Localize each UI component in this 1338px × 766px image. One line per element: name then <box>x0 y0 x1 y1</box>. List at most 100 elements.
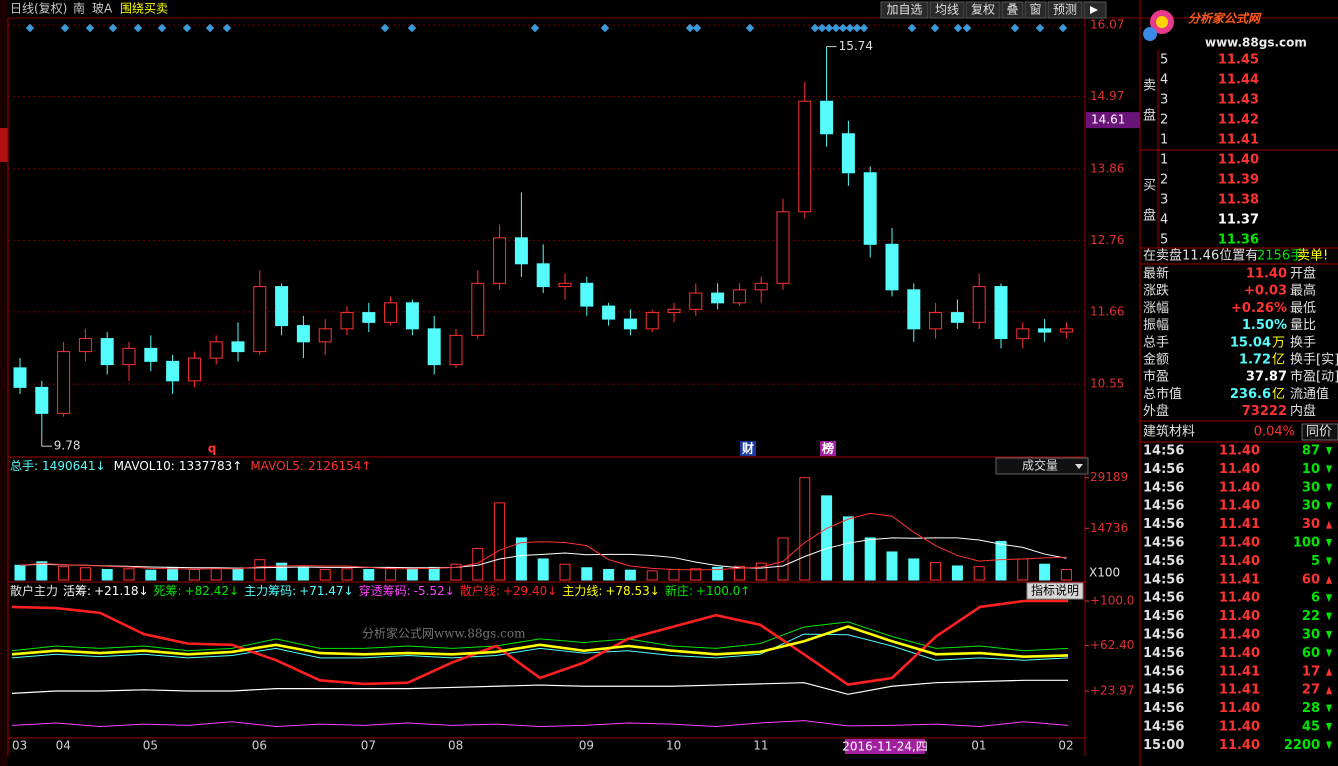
candle-body <box>493 237 507 284</box>
side-tab-active[interactable] <box>0 128 8 162</box>
volume-bar <box>319 568 331 581</box>
legend-name: MAVOL5: <box>250 459 304 473</box>
event-marker[interactable]: 榜 <box>822 441 834 456</box>
event-marker-bg[interactable] <box>740 441 756 456</box>
volume-bar <box>406 567 418 581</box>
trade-price: 11.41 <box>1219 683 1260 698</box>
book-level: 4 <box>1160 213 1168 228</box>
event-marker[interactable]: 财 <box>741 441 754 456</box>
book-price: 11.45 <box>1218 53 1259 68</box>
trade-price: 11.40 <box>1219 444 1260 459</box>
candle-body <box>231 341 245 353</box>
volume-bar <box>559 563 571 581</box>
candle-body <box>275 286 289 327</box>
candle-body <box>122 347 136 366</box>
toolbar-button[interactable] <box>965 1 1001 19</box>
legend-arrow: ↓ <box>445 584 455 598</box>
legend-arrow: ↓ <box>96 459 106 473</box>
play-icon <box>1090 6 1098 14</box>
market: 南 <box>73 1 85 16</box>
event-marker[interactable]: q <box>208 442 217 456</box>
candle-body <box>711 292 725 304</box>
toolbar-button[interactable] <box>880 1 929 19</box>
legend-name: 活筹: <box>63 584 91 598</box>
indicator-line <box>11 625 1069 658</box>
sector-tab-label[interactable]: 同价 <box>1306 425 1332 440</box>
volume-bar <box>297 567 309 581</box>
side-tabs[interactable] <box>0 0 8 766</box>
toolbar-button[interactable] <box>1047 1 1083 19</box>
dropdown-arrow[interactable] <box>1075 464 1083 469</box>
legend-name: 主力线: <box>562 584 602 598</box>
candle-body <box>253 286 267 353</box>
quote-value: 236.6 <box>1230 387 1271 402</box>
toolbar-button-label[interactable]: 均线 <box>935 3 959 17</box>
volume-bar <box>515 537 527 581</box>
cursor-date-box <box>845 739 925 754</box>
toolbar-button-label[interactable]: 预测 <box>1053 3 1077 17</box>
toolbar-button[interactable] <box>1024 1 1047 19</box>
toolbar-button-label[interactable]: 加自选 <box>886 3 922 17</box>
sector-name[interactable]: 建筑材料 <box>1143 424 1195 440</box>
sector-tab[interactable] <box>1301 423 1338 441</box>
quote-label: 金额 <box>1143 352 1169 368</box>
toolbar-button-label[interactable]: 叠 <box>1006 3 1018 17</box>
legend-value: +78.53 <box>605 584 649 598</box>
indicator-help-button[interactable] <box>1026 582 1084 600</box>
right-panel: 5 11.45 4 11.44 3 11.43 2 11.42 1 11.41 1 11.40 2 11.… <box>1140 50 1338 753</box>
period[interactable]: 日线(复权) <box>10 2 67 16</box>
trade-time: 14:56 <box>1143 646 1184 661</box>
candle-body <box>318 328 332 343</box>
toolbar-button[interactable] <box>929 1 965 19</box>
candle-body <box>602 305 616 320</box>
candle-body <box>667 308 681 314</box>
volume-bar <box>101 568 113 581</box>
candle-body <box>536 263 550 288</box>
toolbar-button-label[interactable]: 窗 <box>1029 3 1041 17</box>
y-tick-label: +23.97 <box>1090 684 1134 698</box>
trade-price: 11.40 <box>1219 701 1260 716</box>
trade-time: 14:56 <box>1143 462 1184 477</box>
sector-change: 0.04% <box>1254 425 1295 440</box>
quote-unit: 亿 <box>1272 353 1285 368</box>
book-side-label: 买 <box>1143 179 1156 194</box>
volume-bar <box>232 568 244 581</box>
quote-label: 市盈 <box>1143 369 1169 385</box>
legend-arrow: ↓ <box>138 584 148 598</box>
indicator-line <box>11 679 1068 695</box>
volume-bar <box>886 551 898 581</box>
candle-body <box>580 282 594 307</box>
book-level: 5 <box>1160 53 1168 68</box>
legend-arrow: ↓ <box>547 584 557 598</box>
trade-price: 11.40 <box>1219 720 1260 735</box>
book-price: 11.37 <box>1218 213 1259 228</box>
trade-time: 14:56 <box>1143 572 1184 587</box>
indicator-help-label[interactable]: 指标说明 <box>1031 583 1079 598</box>
trade-price: 11.40 <box>1219 499 1260 514</box>
trade-volume: 17 <box>1302 664 1320 679</box>
volume-bar <box>581 567 593 581</box>
indicator-selector[interactable] <box>995 457 1089 475</box>
quote-value: 15.04 <box>1230 335 1271 350</box>
formula-name: 围绕买卖 <box>120 2 168 16</box>
quote-label: 最新 <box>1143 266 1169 282</box>
event-marker-bg[interactable] <box>820 441 836 456</box>
legend-value: -5.52 <box>414 584 445 598</box>
quote-label: 外盘 <box>1143 403 1169 419</box>
toolbar-button[interactable] <box>1001 1 1024 19</box>
candle-body <box>689 292 703 310</box>
alert-text: 在卖盘11.46位置有 <box>1143 248 1258 264</box>
candle-body <box>732 289 746 304</box>
candle-body <box>820 100 834 135</box>
candle-body <box>776 211 790 284</box>
book-price: 11.36 <box>1218 233 1259 248</box>
indicator-selector-label[interactable]: 成交量 <box>1022 458 1058 473</box>
trade-volume: 22 <box>1302 609 1320 624</box>
book-level: 2 <box>1160 173 1168 188</box>
trade-time: 14:56 <box>1143 554 1184 569</box>
legend-name: 穿透筹码: <box>359 583 411 598</box>
legend-name: MAVOL10: <box>114 459 175 473</box>
trade-time: 15:00 <box>1143 738 1184 753</box>
toolbar-button-label[interactable]: 复权 <box>971 3 995 17</box>
unit-label: X100 <box>1089 566 1120 580</box>
